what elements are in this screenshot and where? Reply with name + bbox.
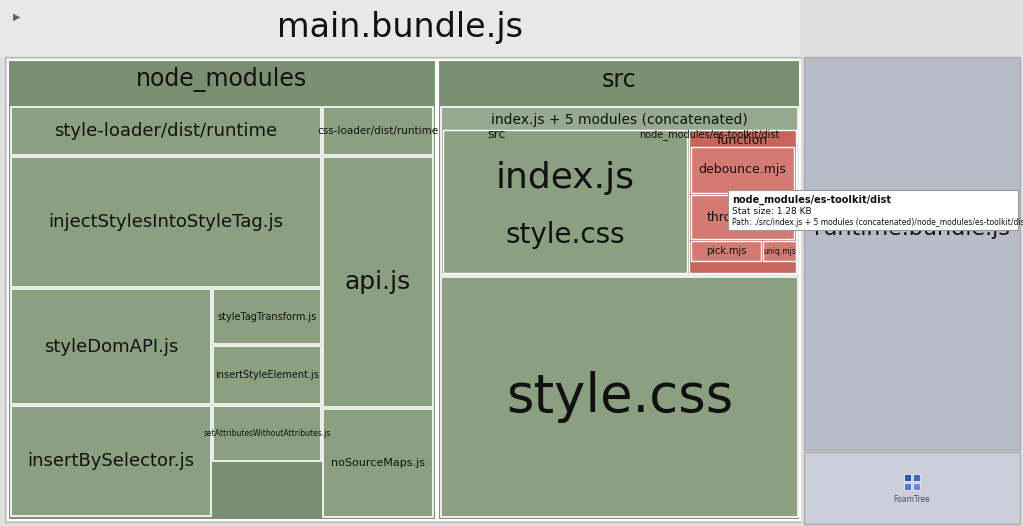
Bar (728, 190, 1018, 230)
Bar (213, 346, 321, 404)
Bar (11, 289, 211, 404)
Bar (438, 60, 800, 520)
Text: pick.mjs: pick.mjs (706, 246, 746, 256)
Text: style.css: style.css (506, 371, 733, 423)
Text: insertStyleElement.js: insertStyleElement.js (215, 370, 319, 380)
Text: node_modules/es-toolkit/dist: node_modules/es-toolkit/dist (732, 195, 891, 205)
Text: debounce.mjs: debounce.mjs (699, 164, 787, 177)
Bar (441, 107, 798, 275)
Text: injectStylesIntoStyleTag.js: injectStylesIntoStyleTag.js (48, 213, 283, 231)
Bar (213, 406, 321, 461)
Bar (213, 289, 321, 344)
Bar (323, 157, 433, 407)
Text: src: src (602, 68, 636, 92)
Text: setAttributesWithoutAttributes.js: setAttributesWithoutAttributes.js (204, 429, 330, 438)
Text: noSourceMaps.js: noSourceMaps.js (331, 458, 425, 468)
Text: Stat size: 1.28 KB: Stat size: 1.28 KB (732, 207, 811, 216)
Text: styleTagTransform.js: styleTagTransform.js (217, 311, 317, 321)
Text: node_modules/es-toolkit/dist: node_modules/es-toolkit/dist (638, 129, 780, 140)
Text: index.js: index.js (495, 161, 634, 195)
Bar (691, 147, 794, 193)
Bar (691, 195, 794, 239)
Text: FoamTree: FoamTree (894, 495, 930, 504)
Text: node_modules: node_modules (136, 67, 308, 93)
Bar (11, 107, 321, 155)
Text: main.bundle.js: main.bundle.js (277, 12, 523, 45)
Bar (904, 474, 911, 481)
Bar (804, 57, 1020, 450)
Bar (8, 60, 436, 520)
Bar (913, 474, 920, 481)
Text: runtime.bundle.js: runtime.bundle.js (814, 219, 1010, 239)
Text: style-loader/dist/runtime: style-loader/dist/runtime (54, 122, 277, 140)
Text: css-loader/dist/runtime: css-loader/dist/runtime (317, 126, 439, 136)
Bar (763, 241, 796, 261)
Bar (913, 483, 920, 490)
Bar (441, 277, 798, 517)
Bar (804, 452, 1020, 524)
Text: uniq.mjs: uniq.mjs (763, 247, 796, 256)
Text: Path: ./src/index.js + 5 modules (concatenated)/node_modules/es-toolkit/dist: Path: ./src/index.js + 5 modules (concat… (732, 218, 1023, 227)
Bar (11, 157, 321, 287)
Text: src: src (487, 128, 505, 141)
Text: ▶: ▶ (13, 12, 20, 22)
Bar (691, 241, 761, 261)
Bar (690, 130, 796, 273)
Bar (11, 406, 211, 516)
Text: index.js + 5 modules (concatenated): index.js + 5 modules (concatenated) (491, 113, 748, 127)
Text: throttle.mjs: throttle.mjs (706, 210, 779, 224)
Text: style.css: style.css (505, 221, 625, 249)
Bar (323, 107, 433, 155)
Bar (443, 130, 687, 273)
Bar (323, 409, 433, 517)
Bar (904, 483, 911, 490)
Bar (0, 0, 800, 57)
Bar (5, 57, 800, 522)
Text: function: function (717, 135, 768, 147)
Text: insertBySelector.js: insertBySelector.js (28, 452, 194, 470)
Text: styleDomAPI.js: styleDomAPI.js (44, 338, 178, 356)
Text: api.js: api.js (345, 270, 411, 294)
